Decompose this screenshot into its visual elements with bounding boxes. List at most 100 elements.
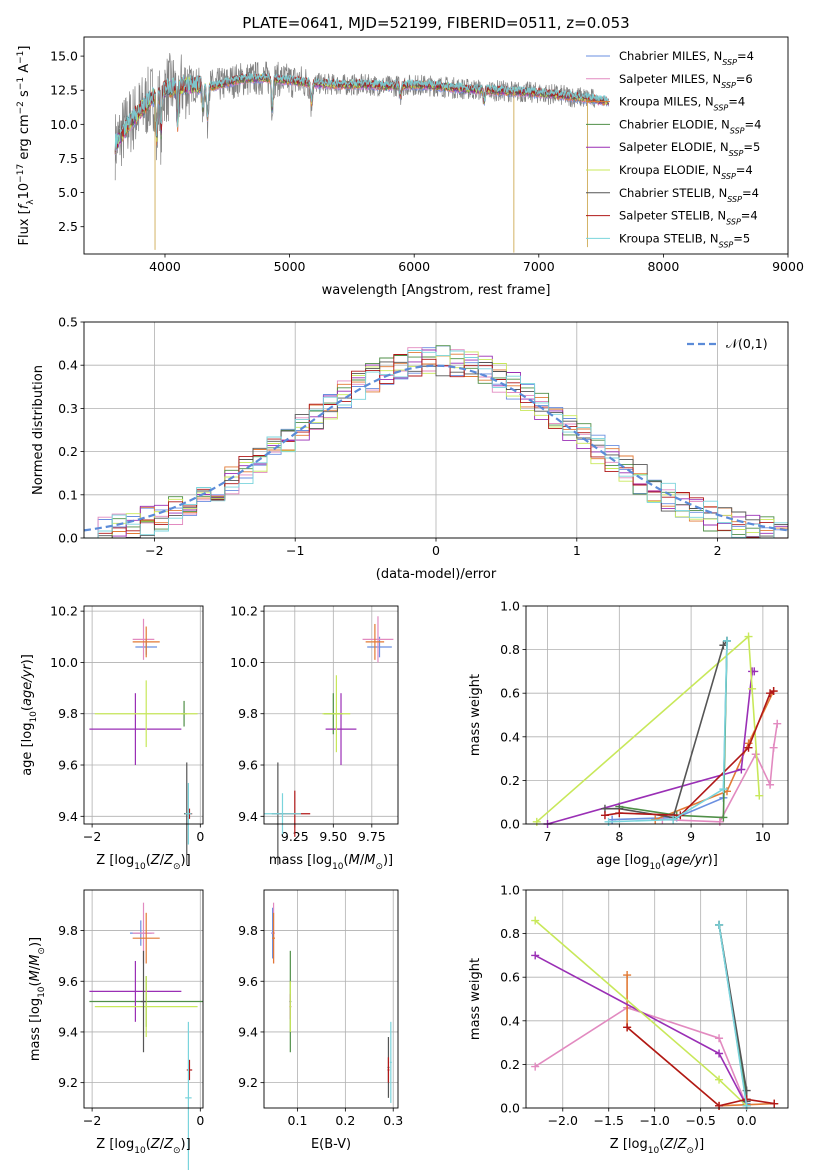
mass-weight-line-0 <box>612 640 728 821</box>
x-tick-label: −2 <box>145 543 163 558</box>
y-tick-label: 9.2 <box>238 1075 258 1090</box>
x-tick-label: 0.1 <box>288 1113 308 1128</box>
y-tick-label: 9.2 <box>58 1075 78 1090</box>
legend: Chabrier MILES, NSSP=4 Salpeter MILES, NS… <box>586 49 761 249</box>
x-tick-label: 0.2 <box>335 1113 355 1128</box>
mass-weight-vs-age-panel: 7 8 9 10 0.0 0.2 0.4 0.6 0.8 1.0 age [log10(age/yr… <box>468 599 789 872</box>
residual-histogram-panel: −2 −1 0 1 2 0.0 0.1 0.2 0.3 0.4 0.5 (data-model)/er… <box>31 315 789 582</box>
y-tick-label: 0.8 <box>500 642 520 657</box>
plot-frame <box>263 889 399 1109</box>
x-axis-label: mass [log10(M/M⊙)] <box>269 853 393 872</box>
y-tick-label: 9.8 <box>58 923 78 938</box>
x-tick-label: 8 <box>615 829 623 844</box>
legend-label: Chabrier STELIB, NSSP=4 <box>619 186 759 204</box>
x-tick-label: 2 <box>714 543 722 558</box>
plot-frame <box>263 605 399 825</box>
x-axis-label: Z [log10(Z/Z⊙)] <box>96 1137 190 1156</box>
mass-vs-extinction-panel: 0.1 0.2 0.3 9.2 9.4 9.6 9.8 E(B-V) <box>238 889 403 1152</box>
mass-weight-line-4 <box>534 954 748 1107</box>
x-tick-label: 9 <box>687 829 695 844</box>
y-axis-label: mass [log10(M/M⊙)] <box>28 937 47 1061</box>
x-tick-label: −2 <box>83 1113 101 1128</box>
y-tick-label: 0.3 <box>58 401 78 416</box>
mass-weight-marker <box>722 636 731 645</box>
x-axis-label: (data-model)/error <box>376 567 497 582</box>
mass-weight-marker <box>531 916 540 925</box>
x-axis-label: wavelength [Angstrom, rest frame] <box>322 283 551 298</box>
y-tick-label: 10.2 <box>50 604 78 619</box>
y-tick-label: 0.1 <box>58 487 78 502</box>
y-tick-label: 0.6 <box>500 686 520 701</box>
mass-vs-metallicity-panel: −2 0 9.2 9.4 9.6 9.8 Z [log10(Z/Z⊙)] mass [log1… <box>28 889 204 1170</box>
x-axis-label: Z [log10(Z/Z⊙)] <box>96 853 190 872</box>
histogram-series-6 <box>84 361 788 539</box>
mass-weight-line-1 <box>662 723 778 823</box>
mass-weight-marker <box>744 632 753 641</box>
legend-label: 𝒩(0,1) <box>726 336 768 351</box>
mass-weight-marker <box>600 811 609 820</box>
x-tick-label: 0 <box>196 829 204 844</box>
mass-weight-line-8 <box>608 640 728 823</box>
y-tick-label: 10.0 <box>50 655 78 670</box>
x-tick-label: −2.0 <box>548 1113 578 1128</box>
mass-weight-line-8 <box>718 924 748 1106</box>
mass-weight-marker <box>615 809 624 818</box>
x-tick-label: 7 <box>544 829 552 844</box>
y-tick-label: 0.0 <box>500 1101 520 1116</box>
legend-label: Kroupa ELODIE, NSSP=4 <box>619 163 753 181</box>
y-tick-label: 0.8 <box>500 926 520 941</box>
plot-frame <box>83 321 789 539</box>
x-axis-label: Z [log10(Z/Z⊙)] <box>610 1137 704 1156</box>
mass-weight-marker <box>715 817 724 826</box>
mass-weight-marker <box>715 1075 724 1084</box>
x-tick-label: 5000 <box>274 259 306 274</box>
mass-weight-marker <box>737 765 746 774</box>
y-tick-label: 15.0 <box>50 49 78 64</box>
x-tick-label: 10 <box>755 829 771 844</box>
x-tick-label: 8000 <box>647 259 679 274</box>
y-axis-label: mass weight <box>468 674 483 756</box>
x-axis-label: age [log10(age/yr)] <box>596 853 718 872</box>
y-tick-label: 0.0 <box>58 531 78 546</box>
legend-label: Chabrier MILES, NSSP=4 <box>619 49 754 67</box>
y-tick-label: 10.0 <box>50 117 78 132</box>
mass-weight-marker <box>719 641 728 650</box>
mass-weight-marker <box>715 1034 724 1043</box>
y-tick-label: 0.2 <box>58 444 78 459</box>
mass-weight-marker <box>769 687 778 696</box>
mass-weight-marker <box>532 817 541 826</box>
y-axis-label: Flux [fλ10−17 erg cm−2 s−1 A−1] <box>16 46 36 246</box>
x-tick-label: 9.75 <box>358 829 386 844</box>
y-axis-label: Normed distribution <box>31 365 46 495</box>
plot-frame <box>83 605 204 825</box>
mass-weight-marker <box>744 743 753 752</box>
y-tick-label: 9.6 <box>58 974 78 989</box>
plot-frame <box>525 605 789 825</box>
x-axis-label: E(B-V) <box>311 1137 351 1152</box>
observed-spectrum-line <box>114 53 596 181</box>
spectrum-panel: 4000 5000 6000 7000 8000 9000 2.5 5.0 7.5 10.0 12.… <box>16 14 804 298</box>
x-tick-label: −2 <box>83 829 101 844</box>
y-tick-label: 10.0 <box>230 655 258 670</box>
mass-weight-marker <box>531 1062 540 1071</box>
y-tick-label: 9.6 <box>238 758 258 773</box>
x-tick-label: 0.0 <box>737 1113 757 1128</box>
y-axis-label: age [log10(age/yr)] <box>20 654 39 776</box>
mass-weight-marker <box>766 780 775 789</box>
y-tick-label: 9.4 <box>58 1024 78 1039</box>
x-tick-label: 9.50 <box>319 829 347 844</box>
x-tick-label: 0 <box>432 543 440 558</box>
y-tick-label: 7.5 <box>58 151 78 166</box>
mass-weight-marker <box>719 785 728 794</box>
plot-frame <box>83 36 789 255</box>
histogram-series-8 <box>84 350 788 539</box>
mass-weight-marker <box>742 1101 751 1110</box>
y-tick-label: 0.2 <box>500 773 520 788</box>
y-tick-label: 10.2 <box>230 604 258 619</box>
legend-label: Salpeter STELIB, NSSP=4 <box>619 209 758 227</box>
x-tick-label: 4000 <box>149 259 181 274</box>
mass-weight-marker <box>604 817 613 826</box>
y-tick-label: 12.5 <box>50 83 78 98</box>
mass-weight-marker <box>773 719 782 728</box>
